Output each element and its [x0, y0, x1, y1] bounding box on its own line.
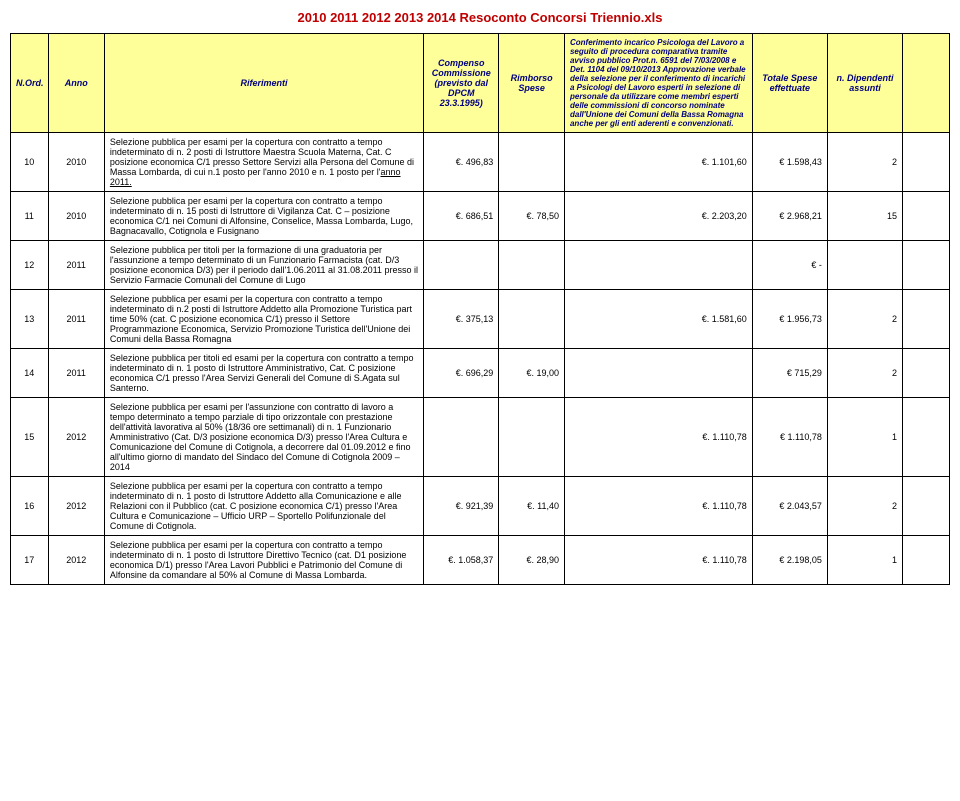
cell-rimborso: €. 19,00: [499, 349, 565, 398]
cell-rimborso: [499, 241, 565, 290]
col-rimborso: Rimborso Spese: [499, 34, 565, 133]
cell-nord: 15: [11, 398, 49, 477]
cell-dipendenti: 1: [827, 398, 902, 477]
cell-dipendenti: 2: [827, 133, 902, 192]
cell-compenso: €. 686,51: [424, 192, 499, 241]
cell-totale: € 1.956,73: [752, 290, 827, 349]
cell-conferimento: [564, 241, 752, 290]
cell-anno: 2012: [48, 398, 104, 477]
cell-compenso: €. 496,83: [424, 133, 499, 192]
cell-conferimento: €. 1.581,60: [564, 290, 752, 349]
cell-conferimento: €. 2.203,20: [564, 192, 752, 241]
cell-conferimento: €. 1.110,78: [564, 398, 752, 477]
cell-anno: 2011: [48, 241, 104, 290]
col-totale: Totale Spese effettuate: [752, 34, 827, 133]
table-row: 102010Selezione pubblica per esami per l…: [11, 133, 950, 192]
cell-totale: € 1.110,78: [752, 398, 827, 477]
table-row: 172012Selezione pubblica per esami per l…: [11, 536, 950, 585]
underline-text: anno 2011.: [110, 167, 401, 187]
cell-conferimento: €. 1.110,78: [564, 477, 752, 536]
cell-nord: 14: [11, 349, 49, 398]
cell-rimborso: €. 11,40: [499, 477, 565, 536]
cell-nord: 10: [11, 133, 49, 192]
cell-anno: 2011: [48, 349, 104, 398]
table-row: 112010Selezione pubblica per esami per l…: [11, 192, 950, 241]
cell-dipendenti: 15: [827, 192, 902, 241]
cell-compenso: [424, 241, 499, 290]
cell-rimborso: [499, 133, 565, 192]
cell-empty: [903, 133, 950, 192]
cell-riferimenti: Selezione pubblica per esami per la cope…: [104, 290, 423, 349]
cell-rimborso: [499, 290, 565, 349]
col-empty: [903, 34, 950, 133]
cell-riferimenti: Selezione pubblica per esami per l'assun…: [104, 398, 423, 477]
cell-nord: 16: [11, 477, 49, 536]
table-row: 122011Selezione pubblica per titoli per …: [11, 241, 950, 290]
cell-compenso: €. 921,39: [424, 477, 499, 536]
cell-conferimento: €. 1.110,78: [564, 536, 752, 585]
cell-totale: € 1.598,43: [752, 133, 827, 192]
cell-nord: 12: [11, 241, 49, 290]
col-dipendenti: n. Dipendenti assunti: [827, 34, 902, 133]
cell-dipendenti: 1: [827, 536, 902, 585]
cell-dipendenti: 2: [827, 477, 902, 536]
cell-riferimenti: Selezione pubblica per titoli per la for…: [104, 241, 423, 290]
col-conferimento: Conferimento incarico Psicologa del Lavo…: [564, 34, 752, 133]
concorsi-table: N.Ord. Anno Riferimenti Compenso Commiss…: [10, 33, 950, 585]
cell-conferimento: [564, 349, 752, 398]
col-nord: N.Ord.: [11, 34, 49, 133]
cell-anno: 2010: [48, 192, 104, 241]
cell-dipendenti: [827, 241, 902, 290]
cell-anno: 2012: [48, 477, 104, 536]
cell-anno: 2010: [48, 133, 104, 192]
cell-empty: [903, 477, 950, 536]
col-anno: Anno: [48, 34, 104, 133]
page-title: 2010 2011 2012 2013 2014 Resoconto Conco…: [10, 10, 950, 25]
table-row: 152012Selezione pubblica per esami per l…: [11, 398, 950, 477]
table-header-row: N.Ord. Anno Riferimenti Compenso Commiss…: [11, 34, 950, 133]
cell-anno: 2012: [48, 536, 104, 585]
cell-riferimenti: Selezione pubblica per esami per la cope…: [104, 536, 423, 585]
cell-dipendenti: 2: [827, 290, 902, 349]
cell-nord: 13: [11, 290, 49, 349]
cell-totale: € 2.198,05: [752, 536, 827, 585]
cell-compenso: €. 1.058,37: [424, 536, 499, 585]
cell-totale: € -: [752, 241, 827, 290]
cell-compenso: [424, 398, 499, 477]
cell-empty: [903, 192, 950, 241]
col-riferimenti: Riferimenti: [104, 34, 423, 133]
cell-nord: 11: [11, 192, 49, 241]
table-row: 132011Selezione pubblica per esami per l…: [11, 290, 950, 349]
cell-riferimenti: Selezione pubblica per titoli ed esami p…: [104, 349, 423, 398]
cell-rimborso: [499, 398, 565, 477]
cell-totale: € 2.968,21: [752, 192, 827, 241]
cell-compenso: €. 375,13: [424, 290, 499, 349]
cell-empty: [903, 536, 950, 585]
cell-empty: [903, 290, 950, 349]
cell-riferimenti: Selezione pubblica per esami per la cope…: [104, 192, 423, 241]
table-row: 162012Selezione pubblica per esami per l…: [11, 477, 950, 536]
cell-empty: [903, 398, 950, 477]
table-row: 142011Selezione pubblica per titoli ed e…: [11, 349, 950, 398]
cell-anno: 2011: [48, 290, 104, 349]
cell-empty: [903, 241, 950, 290]
col-compenso: Compenso Commissione (previsto dal DPCM …: [424, 34, 499, 133]
cell-rimborso: €. 28,90: [499, 536, 565, 585]
cell-rimborso: €. 78,50: [499, 192, 565, 241]
cell-totale: € 715,29: [752, 349, 827, 398]
cell-empty: [903, 349, 950, 398]
cell-totale: € 2.043,57: [752, 477, 827, 536]
cell-nord: 17: [11, 536, 49, 585]
cell-conferimento: €. 1.101,60: [564, 133, 752, 192]
cell-riferimenti: Selezione pubblica per esami per la cope…: [104, 477, 423, 536]
cell-compenso: €. 696,29: [424, 349, 499, 398]
cell-dipendenti: 2: [827, 349, 902, 398]
cell-riferimenti: Selezione pubblica per esami per la cope…: [104, 133, 423, 192]
